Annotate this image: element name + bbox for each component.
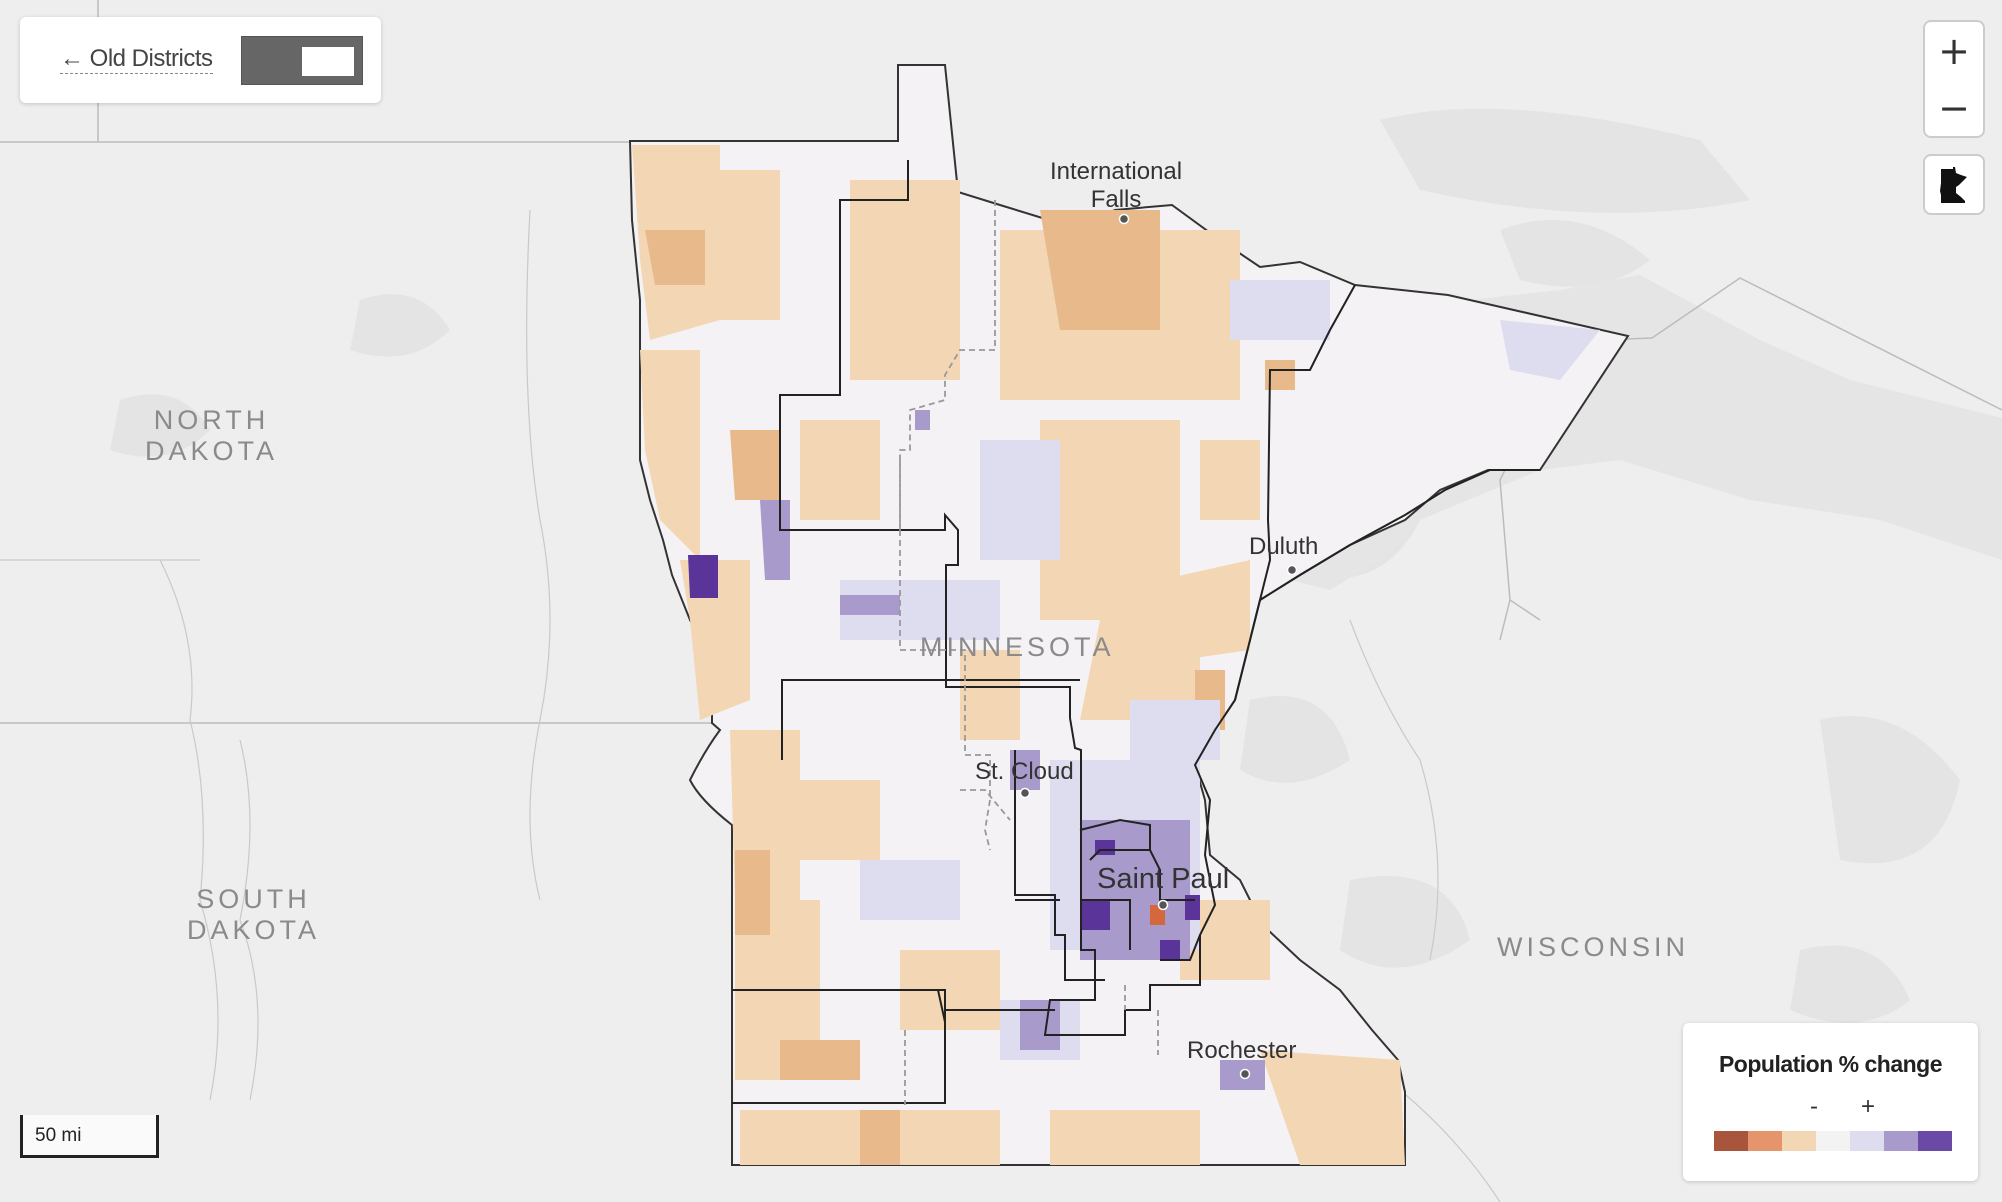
scale-bar: 50 mi — [20, 1115, 159, 1158]
legend-swatch-6 — [1918, 1131, 1952, 1151]
district-boundaries — [732, 160, 1540, 1104]
minnesota-icon — [1940, 166, 1967, 203]
legend-swatch-1 — [1748, 1131, 1782, 1151]
rochester-label: Rochester — [1187, 1037, 1297, 1064]
st-cloud-label: St. Cloud — [975, 758, 1074, 785]
legend-plus-label: + — [1861, 1093, 1876, 1120]
minnesota-label: MINNESOTA — [920, 632, 1115, 662]
district-toggle-switch[interactable] — [241, 36, 363, 85]
legend-panel: Population % change - + — [1683, 1023, 1978, 1181]
legend-swatch-3 — [1816, 1131, 1850, 1151]
duluth-dot — [1286, 564, 1298, 576]
saint-paul-label: Saint Paul — [1097, 863, 1230, 895]
choropleth — [632, 145, 1600, 1165]
toggle-knob — [302, 47, 354, 76]
old-districts-link[interactable]: ← Old Districts — [60, 45, 213, 74]
legend-title: Population % change — [1718, 1051, 1943, 1077]
legend-swatch-0 — [1714, 1131, 1748, 1151]
reset-view-button[interactable] — [1923, 154, 1985, 215]
minus-icon: − — [1938, 85, 1970, 130]
city-dots — [1019, 213, 1298, 1080]
old-district-boundaries — [899, 200, 1159, 1105]
zoom-out-button[interactable]: − — [1923, 79, 1985, 138]
st-cloud-dot — [1019, 787, 1031, 799]
wisconsin-label: WISCONSIN — [1497, 932, 1690, 962]
international-falls-label: International Falls — [1050, 158, 1183, 213]
legend-swatch-4 — [1850, 1131, 1884, 1151]
duluth-label: Duluth — [1249, 533, 1319, 560]
international-falls-dot — [1118, 213, 1130, 225]
legend-color-scale — [1714, 1131, 1952, 1151]
district-toggle-panel: ← Old Districts — [20, 17, 381, 103]
plus-icon: + — [1938, 28, 1970, 73]
legend-swatch-5 — [1884, 1131, 1918, 1151]
rochester-dot — [1239, 1068, 1251, 1080]
south-dakota-label: SOUTH DAKOTA — [187, 884, 321, 946]
scale-label: 50 mi — [35, 1125, 82, 1146]
legend-swatch-2 — [1782, 1131, 1816, 1151]
zoom-in-button[interactable]: + — [1923, 20, 1985, 81]
saint-paul-dot — [1157, 899, 1169, 911]
legend-minus-label: - — [1810, 1093, 1818, 1120]
north-dakota-label: NORTH DAKOTA — [145, 405, 279, 467]
